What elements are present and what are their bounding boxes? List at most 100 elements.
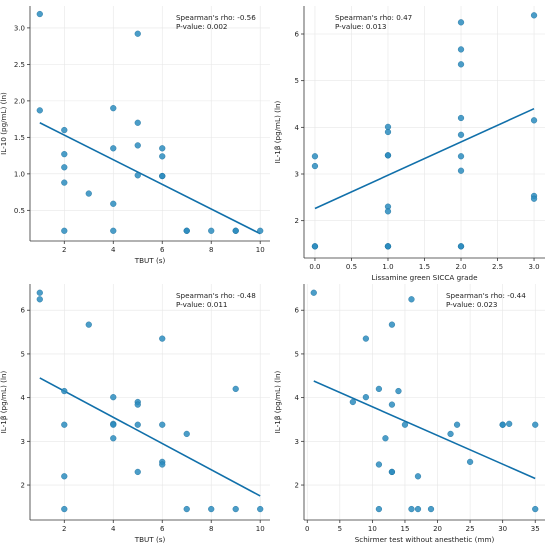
data-point: [257, 505, 264, 513]
data-point: [61, 505, 68, 513]
data-point: [408, 296, 415, 303]
data-point: [183, 227, 190, 234]
regression-line: [314, 107, 535, 210]
data-point: [427, 505, 435, 513]
x-tick-label: 15: [400, 525, 409, 533]
x-tick-label: 2: [62, 525, 66, 533]
y-tick-label: 3: [21, 438, 25, 446]
data-point: [349, 398, 356, 406]
data-point: [183, 430, 190, 438]
x-tick-label: 5: [338, 525, 342, 533]
y-tick-label: 2.5: [14, 61, 25, 69]
x-tick-label: 1.0: [382, 263, 393, 271]
x-tick-label: 6: [160, 525, 165, 533]
data-point: [375, 385, 383, 392]
y-tick-label: 4: [295, 394, 300, 402]
data-point: [232, 227, 239, 234]
data-point: [110, 435, 117, 442]
y-tick-label: 4: [21, 394, 26, 402]
y-axis-label: IL-1β (pg/mL) (ln): [0, 370, 8, 433]
data-point: [457, 19, 465, 26]
x-tick-label: 2.0: [455, 263, 466, 271]
data-point: [388, 321, 396, 328]
data-point: [310, 289, 317, 296]
x-tick-label: 2.5: [492, 263, 503, 271]
x-tick-label: 3.0: [528, 263, 539, 271]
data-point: [414, 505, 422, 513]
y-tick-label: 5: [21, 350, 25, 358]
p-value-label: P-value: 0.023: [446, 300, 498, 309]
y-tick-label: 4: [295, 124, 300, 132]
x-axis-label: Schirmer test without anesthetic (mm): [355, 535, 495, 544]
data-point: [457, 243, 465, 250]
x-tick-label: 25: [466, 525, 475, 533]
data-point: [384, 123, 392, 130]
x-tick-label: 35: [531, 525, 540, 533]
data-point: [311, 153, 319, 160]
panel-4: 0 5 10 15 20 25 30 35 2 3 4 5 6 Schirmer test without…: [273, 284, 545, 544]
data-point: [530, 12, 538, 19]
data-point: [208, 505, 215, 513]
data-point: [408, 505, 415, 513]
x-tick-label: 4: [111, 525, 116, 533]
data-point: [159, 421, 166, 428]
p-value-label: P-value: 0.013: [335, 22, 387, 31]
x-tick-label: 0.5: [346, 263, 357, 271]
data-point: [453, 421, 461, 428]
data-point: [134, 119, 141, 126]
data-point: [375, 461, 383, 468]
data-point: [110, 394, 117, 401]
data-point: [110, 421, 117, 428]
y-tick-label: 2: [295, 217, 299, 225]
data-point: [447, 430, 454, 438]
data-point: [134, 401, 141, 408]
y-tick-label: 1.5: [14, 134, 25, 142]
data-point: [311, 162, 319, 170]
data-point: [61, 151, 68, 158]
data-point: [61, 126, 68, 134]
x-tick-label: 4: [111, 246, 116, 254]
data-point: [61, 473, 68, 480]
x-axis-label: Lissamine green SICCA grade: [371, 273, 478, 282]
x-axis-label: TBUT (s): [134, 535, 166, 544]
data-point: [384, 128, 392, 136]
data-point: [530, 195, 538, 202]
data-point: [414, 473, 422, 480]
data-point: [384, 208, 392, 215]
data-point: [134, 172, 141, 179]
data-point: [85, 190, 92, 197]
regression-line: [39, 377, 261, 497]
data-point: [134, 30, 141, 37]
data-point: [311, 243, 319, 250]
data-point: [110, 145, 117, 152]
y-axis-label: IL-1β (pg/mL) (ln): [273, 100, 282, 163]
panel-1: 2 4 6 8 10 0.5 1.0 1.5 2.0 2.5 3.0 TBUT (s) IL-10 (p…: [0, 6, 270, 265]
data-point: [159, 461, 166, 468]
data-point: [395, 387, 402, 395]
x-tick-label: 10: [256, 246, 265, 254]
x-tick-label: 0.0: [309, 263, 320, 271]
data-point: [134, 468, 141, 476]
x-tick-label: 0: [305, 525, 309, 533]
data-point: [530, 117, 538, 124]
p-value-label: P-value: 0.011: [176, 300, 228, 309]
y-tick-label: 0.5: [14, 207, 25, 215]
data-point: [457, 114, 465, 122]
x-tick-label: 2: [62, 246, 66, 254]
data-point: [384, 243, 392, 250]
data-point: [134, 142, 141, 149]
data-point: [110, 105, 117, 112]
y-tick-label: 2.0: [14, 97, 25, 105]
data-point: [61, 179, 68, 186]
x-axis-label: TBUT (s): [134, 256, 166, 265]
data-point: [208, 227, 215, 234]
data-point: [183, 505, 190, 513]
data-point: [159, 172, 166, 180]
y-tick-label: 3: [295, 171, 299, 179]
data-point: [36, 296, 43, 303]
y-tick-label: 2: [295, 482, 299, 490]
data-point: [466, 458, 474, 465]
panel-3: 2 4 6 8 10 2 3 4 5 6 TBUT (s) IL-1β (pg/mL) (ln) Spe…: [0, 284, 270, 544]
x-tick-label: 8: [209, 246, 213, 254]
